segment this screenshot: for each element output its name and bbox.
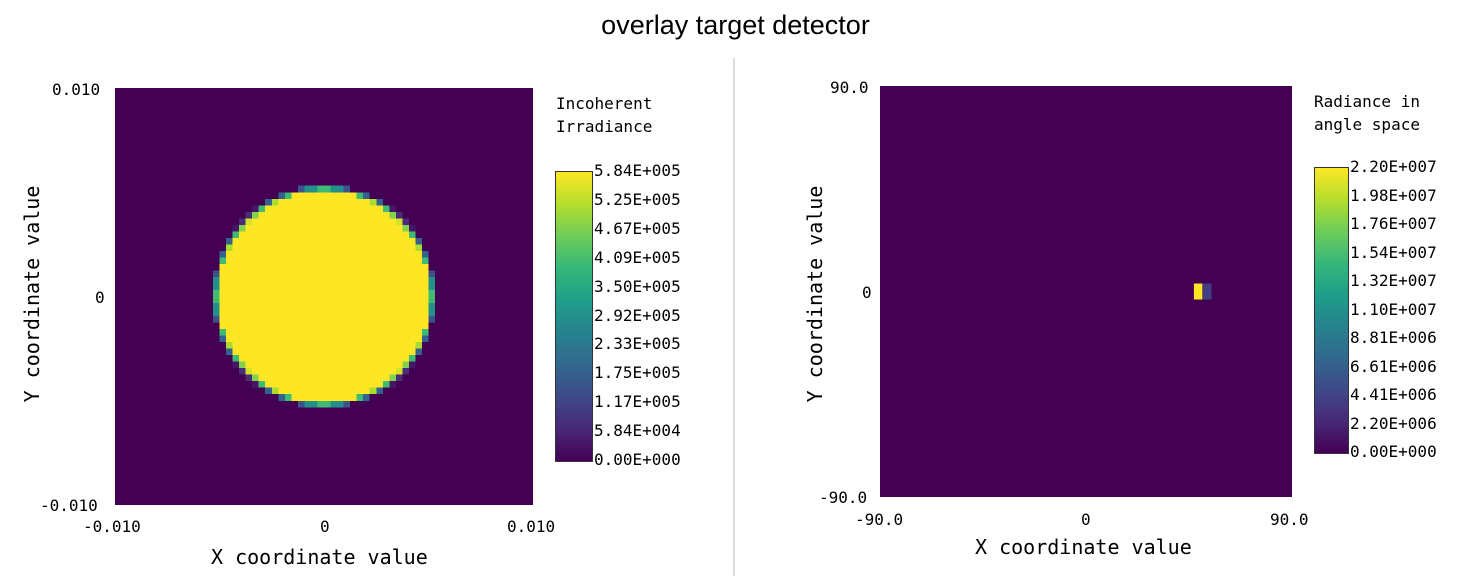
colorbar-tick: 2.20E+006 — [1350, 413, 1437, 433]
y-axis-label: Y coordinate value — [20, 185, 44, 403]
colorbar-title: Incoherent Irradiance — [556, 92, 652, 138]
colorbar-tick: 5.84E+004 — [594, 421, 681, 441]
colorbar-tick: 8.81E+006 — [1350, 328, 1437, 347]
heatmap-background — [880, 86, 1292, 497]
colorbar-title-line: Irradiance — [556, 117, 653, 136]
colorbar-tick: 5.84E+005 — [594, 161, 681, 180]
y-tick: 90.0 — [830, 78, 869, 97]
colorbar-tick: 1.17E+005 — [594, 392, 681, 412]
colorbar-title-line: angle space — [1314, 115, 1420, 134]
colorbar-tick: 1.10E+007 — [1350, 299, 1437, 319]
x-tick: 90.0 — [1270, 510, 1309, 529]
colorbar-tick: 1.98E+007 — [1350, 185, 1437, 205]
y-axis-label: Y coordinate value — [803, 185, 827, 403]
x-tick: 0 — [1081, 510, 1091, 529]
colorbar-tick: 4.67E+005 — [594, 218, 681, 238]
radiance-heatmap — [880, 86, 1292, 497]
colorbar-tick: 1.76E+007 — [1350, 214, 1437, 233]
x-tick: -90.0 — [855, 510, 904, 529]
y-tick: -0.010 — [40, 496, 98, 515]
colorbar-tick: 0.00E+000 — [1350, 442, 1437, 461]
colorbar-tick: 2.33E+005 — [594, 334, 681, 354]
y-tick: 0 — [862, 283, 872, 302]
x-axis-label: X coordinate value — [975, 535, 1192, 559]
y-tick: 0.010 — [52, 80, 101, 99]
x-tick: -0.010 — [83, 517, 141, 536]
colorbar — [1314, 167, 1349, 454]
colorbar — [555, 171, 593, 462]
colorbar-title: Radiance in angle space — [1314, 90, 1420, 136]
y-tick: -90.0 — [819, 488, 868, 507]
divider — [733, 58, 735, 576]
x-axis-label: X coordinate value — [211, 545, 428, 569]
x-tick: 0.010 — [507, 517, 556, 536]
page-title: overlay target detector — [601, 10, 870, 40]
heatmap-cell — [1193, 283, 1203, 300]
colorbar-tick: 0.00E+000 — [594, 450, 681, 469]
colorbar-tick: 2.20E+007 — [1350, 157, 1437, 176]
colorbar-tick: 3.50E+005 — [594, 276, 681, 296]
colorbar-tick: 1.32E+007 — [1350, 271, 1437, 290]
colorbar-tick: 1.54E+007 — [1350, 242, 1437, 262]
heatmap-cell — [1203, 283, 1212, 300]
x-tick: 0 — [320, 517, 330, 536]
colorbar-title-line: Incoherent — [556, 94, 653, 113]
colorbar-tick: 6.61E+006 — [1350, 356, 1437, 376]
colorbar-tick: 4.09E+005 — [594, 247, 681, 267]
irradiance-heatmap — [115, 88, 533, 505]
colorbar-tick: 4.41E+006 — [1350, 385, 1437, 404]
colorbar-tick: 2.92E+005 — [594, 305, 681, 325]
colorbar-tick: 1.75E+005 — [594, 363, 681, 383]
y-tick: 0 — [95, 288, 105, 307]
colorbar-tick: 5.25E+005 — [594, 189, 681, 209]
colorbar-title-line: Radiance in — [1314, 92, 1420, 111]
